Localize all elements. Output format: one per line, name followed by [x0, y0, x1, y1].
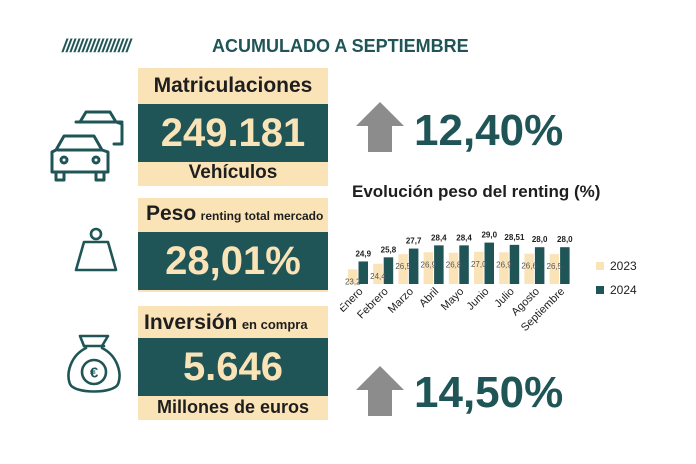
data-label-2023: 26,9 — [496, 260, 512, 269]
bar-2023-2 — [373, 263, 383, 284]
category-label: Junio — [465, 286, 492, 313]
bar-2023-8 — [524, 253, 534, 284]
bar-2023-6 — [474, 251, 484, 284]
data-label-2023: 27,0 — [471, 260, 487, 269]
bar-2023-7 — [499, 252, 509, 284]
data-label-2024: 28,0 — [557, 235, 573, 244]
data-label-2024: 27,7 — [406, 237, 422, 246]
bar-2023-5 — [448, 252, 459, 284]
data-label-2023: 23,2 — [345, 277, 361, 286]
bar-2024-9 — [560, 247, 570, 284]
data-label-2024: 28,51 — [504, 233, 525, 242]
investment-label-row: Inversión en compra — [144, 311, 328, 335]
bar-2024-7 — [509, 244, 520, 284]
legend-swatch-2023 — [596, 262, 604, 270]
header-slashes: ///////////////// — [62, 36, 131, 56]
bar-2023-4 — [423, 252, 434, 284]
cars-icon — [50, 110, 124, 182]
arrow-up-icon — [356, 102, 404, 152]
registrations-label: Matriculaciones — [153, 74, 313, 97]
legend-label-2023: 2023 — [610, 259, 637, 273]
data-label-2024: 25,8 — [381, 245, 397, 254]
bar-2024-2 — [383, 257, 394, 284]
weight-icon — [74, 227, 118, 272]
money-bag-icon: € — [67, 334, 121, 393]
bar-2023-9 — [549, 254, 560, 284]
bar-2024-5 — [459, 245, 469, 284]
share-value: 28,01% — [138, 232, 328, 290]
data-label-2023: 26,8 — [446, 261, 462, 270]
data-label-2024: 24,9 — [355, 249, 371, 258]
bar-2023-3 — [398, 254, 408, 284]
data-label-2024: 29,0 — [481, 231, 497, 240]
investment-value: 5.646 — [138, 338, 328, 396]
bar-2024-6 — [484, 242, 494, 284]
data-label-2023: 26,9 — [421, 260, 437, 269]
investment-label-suffix: en compra — [241, 317, 308, 332]
data-label-2024: 28,4 — [456, 233, 472, 242]
chart-title: Evolución peso del renting (%) — [352, 182, 601, 201]
category-label: Abril — [417, 286, 441, 310]
registrations-unit: Vehículos — [188, 162, 278, 183]
category-label: Marzo — [386, 286, 416, 316]
data-label-2023: 26,5 — [547, 262, 563, 271]
page-title: ACUMULADO A SEPTIEMBRE — [212, 36, 469, 56]
arrow-up-icon — [356, 366, 404, 416]
share-label-row: Peso renting total mercado — [146, 202, 326, 226]
legend-swatch-2024 — [596, 286, 604, 294]
bar-2024-1 — [358, 261, 368, 284]
investment-label: Inversión — [144, 311, 238, 334]
data-label-2024: 28,0 — [532, 235, 548, 244]
svg-text:€: € — [90, 365, 99, 382]
share-label: Peso — [146, 202, 197, 225]
investment-growth: 14,50% — [414, 368, 564, 417]
renting-share-chart: 23,224,9Enero24,425,8Febrero26,527,7Marz… — [340, 231, 637, 334]
legend-label-2024: 2024 — [610, 283, 637, 297]
investment-unit: Millones de euros — [156, 397, 310, 417]
bar-2024-8 — [534, 247, 545, 284]
data-label-2023: 26,5 — [395, 262, 411, 271]
bar-2023-1 — [348, 269, 358, 284]
share-label-suffix: renting total mercado — [200, 209, 324, 223]
data-label-2024: 28,4 — [431, 233, 447, 242]
data-label-2023: 24,4 — [370, 272, 386, 281]
registrations-value: 249.181 — [138, 104, 328, 162]
category-label: Mayo — [439, 286, 467, 314]
registrations-growth: 12,40% — [414, 106, 564, 155]
bar-2024-3 — [408, 248, 419, 284]
bar-2024-4 — [434, 245, 444, 284]
data-label-2023: 26,6 — [521, 262, 537, 271]
